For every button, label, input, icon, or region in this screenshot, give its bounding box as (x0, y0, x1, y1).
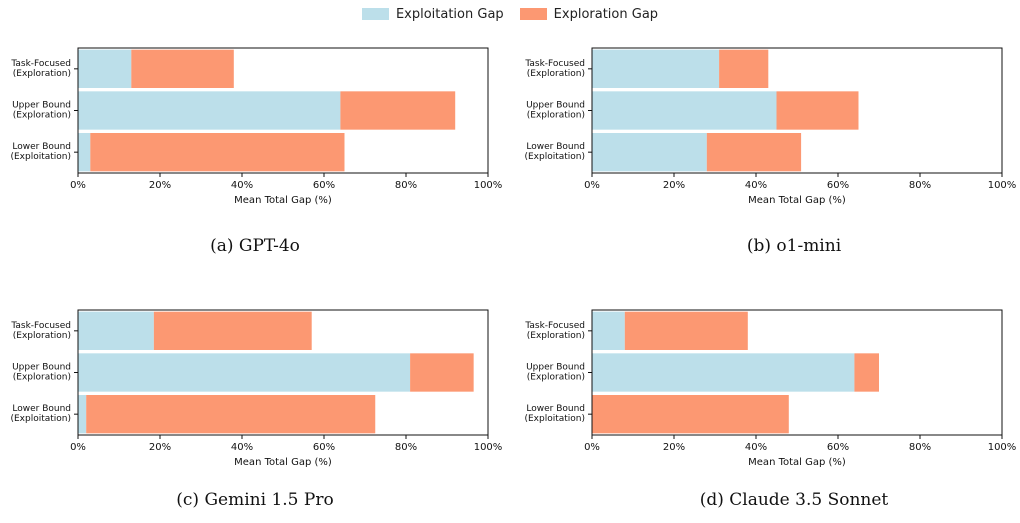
legend-label-exploitation-gap: Exploitation Gap (395, 6, 504, 22)
caption-o1-mini: (b) o1-mini (746, 236, 842, 256)
legend-swatch-exploration-gap (519, 8, 547, 20)
bar-exploration-gap-upper-bound (340, 91, 456, 130)
x-axis-label: Mean Total Gap (%) (748, 195, 846, 206)
xtick-label-3: 60% (313, 180, 335, 191)
panel-o1-mini: Task-Focused (Exploration) Upper Bound (Exp… (514, 0, 1020, 262)
bar-exploration-gap-task-focused (153, 311, 312, 350)
plot-frame (591, 47, 1003, 174)
bar-exploitation-gap-upper-bound (592, 91, 777, 130)
xtick-label-0: 0% (70, 180, 86, 191)
bar-exploration-gap-lower-bound (86, 395, 376, 434)
bar-exploration-gap-task-focused (131, 49, 234, 88)
chart-o1-mini: Task-Focused (Exploration) Upper Bound (Exp… (524, 47, 1017, 206)
bar-exploitation-gap-upper-bound (78, 91, 341, 130)
bar-exploration-gap-task-focused (719, 49, 769, 88)
bar-exploration-gap-lower-bound (706, 133, 802, 172)
ytick-label-upper-bound: Upper Bound (Exploration) (12, 363, 71, 383)
bar-exploitation-gap-task-focused (592, 49, 720, 88)
xtick-label-0: 0% (584, 180, 600, 191)
chart-gemini-1-5-pro: Task-Focused (Exploration) Upper Bound (Exp… (10, 309, 503, 468)
bar-exploration-gap-upper-bound (854, 353, 879, 392)
ytick-label-task-focused: Task-Focused (Exploration) (524, 321, 585, 341)
ytick-label-task-focused: Task-Focused (Exploration) (10, 321, 71, 341)
xtick-label-5: 100% (988, 180, 1017, 191)
xtick-label-3: 60% (827, 442, 849, 453)
xtick-label-4: 80% (909, 442, 931, 453)
ytick-label-lower-bound: Lower Bound (Exploitation) (524, 404, 585, 424)
legend-label-exploration-gap: Exploration Gap (553, 6, 659, 22)
caption-claude-3-5-sonnet: (d) Claude 3.5 Sonnet (699, 490, 889, 510)
xtick-label-0: 0% (70, 442, 86, 453)
xtick-label-5: 100% (474, 442, 503, 453)
plot-frame (77, 47, 489, 174)
bar-exploration-gap-lower-bound (90, 133, 345, 172)
bar-exploration-gap-lower-bound (592, 395, 789, 434)
legend-item-exploitation-gap: Exploitation Gap (361, 6, 504, 22)
xtick-label-4: 80% (395, 180, 417, 191)
legend-item-exploration-gap: Exploration Gap (519, 6, 659, 22)
ytick-label-task-focused: Task-Focused (Exploration) (524, 59, 585, 79)
x-axis-label: Mean Total Gap (%) (748, 457, 846, 468)
xtick-label-5: 100% (988, 442, 1017, 453)
xtick-label-1: 20% (149, 180, 171, 191)
xtick-label-2: 40% (745, 442, 767, 453)
bar-exploration-gap-upper-bound (776, 91, 859, 130)
x-axis-label: Mean Total Gap (%) (234, 195, 332, 206)
caption-gemini-1-5-pro: (c) Gemini 1.5 Pro (176, 490, 334, 510)
bar-exploitation-gap-upper-bound (78, 353, 411, 392)
xtick-label-3: 60% (827, 180, 849, 191)
ytick-label-lower-bound: Lower Bound (Exploitation) (10, 404, 71, 424)
legend: Exploitation Gap Exploration Gap (0, 4, 1020, 24)
bar-exploitation-gap-lower-bound (592, 133, 707, 172)
ytick-label-lower-bound: Lower Bound (Exploitation) (524, 142, 585, 162)
bar-exploration-gap-upper-bound (410, 353, 474, 392)
chart-gpt-4o: Task-Focused (Exploration) Upper Bound (Exp… (10, 47, 503, 206)
xtick-label-2: 40% (745, 180, 767, 191)
xtick-label-3: 60% (313, 442, 335, 453)
xtick-label-4: 80% (395, 442, 417, 453)
caption-gpt-4o: (a) GPT-4o (210, 236, 300, 256)
ytick-label-upper-bound: Upper Bound (Exploration) (526, 101, 585, 121)
panel-gemini-1-5-pro: Task-Focused (Exploration) Upper Bound (Exp… (0, 262, 510, 523)
xtick-label-1: 20% (149, 442, 171, 453)
x-axis-label: Mean Total Gap (%) (234, 457, 332, 468)
bar-exploitation-gap-task-focused (78, 49, 132, 88)
ytick-label-upper-bound: Upper Bound (Exploration) (526, 363, 585, 383)
bar-exploitation-gap-upper-bound (592, 353, 855, 392)
bar-exploitation-gap-lower-bound (78, 395, 87, 434)
bar-exploitation-gap-task-focused (592, 311, 625, 350)
xtick-label-2: 40% (231, 180, 253, 191)
panel-claude-3-5-sonnet: Task-Focused (Exploration) Upper Bound (Exp… (514, 262, 1020, 523)
legend-swatch-exploitation-gap (361, 8, 389, 20)
xtick-label-2: 40% (231, 442, 253, 453)
plot-frame (77, 309, 489, 436)
xtick-label-1: 20% (663, 442, 685, 453)
xtick-label-1: 20% (663, 180, 685, 191)
xtick-label-4: 80% (909, 180, 931, 191)
ytick-label-upper-bound: Upper Bound (Exploration) (12, 101, 71, 121)
ytick-label-lower-bound: Lower Bound (Exploitation) (10, 142, 71, 162)
chart-claude-3-5-sonnet: Task-Focused (Exploration) Upper Bound (Exp… (524, 309, 1017, 468)
panel-gpt-4o: Task-Focused (Exploration) Upper Bound (Exp… (0, 0, 510, 262)
bar-exploitation-gap-task-focused (78, 311, 154, 350)
ytick-label-task-focused: Task-Focused (Exploration) (10, 59, 71, 79)
plot-frame (591, 309, 1003, 436)
bar-exploration-gap-task-focused (624, 311, 748, 350)
bar-exploitation-gap-lower-bound (78, 133, 91, 172)
xtick-label-0: 0% (584, 442, 600, 453)
xtick-label-5: 100% (474, 180, 503, 191)
